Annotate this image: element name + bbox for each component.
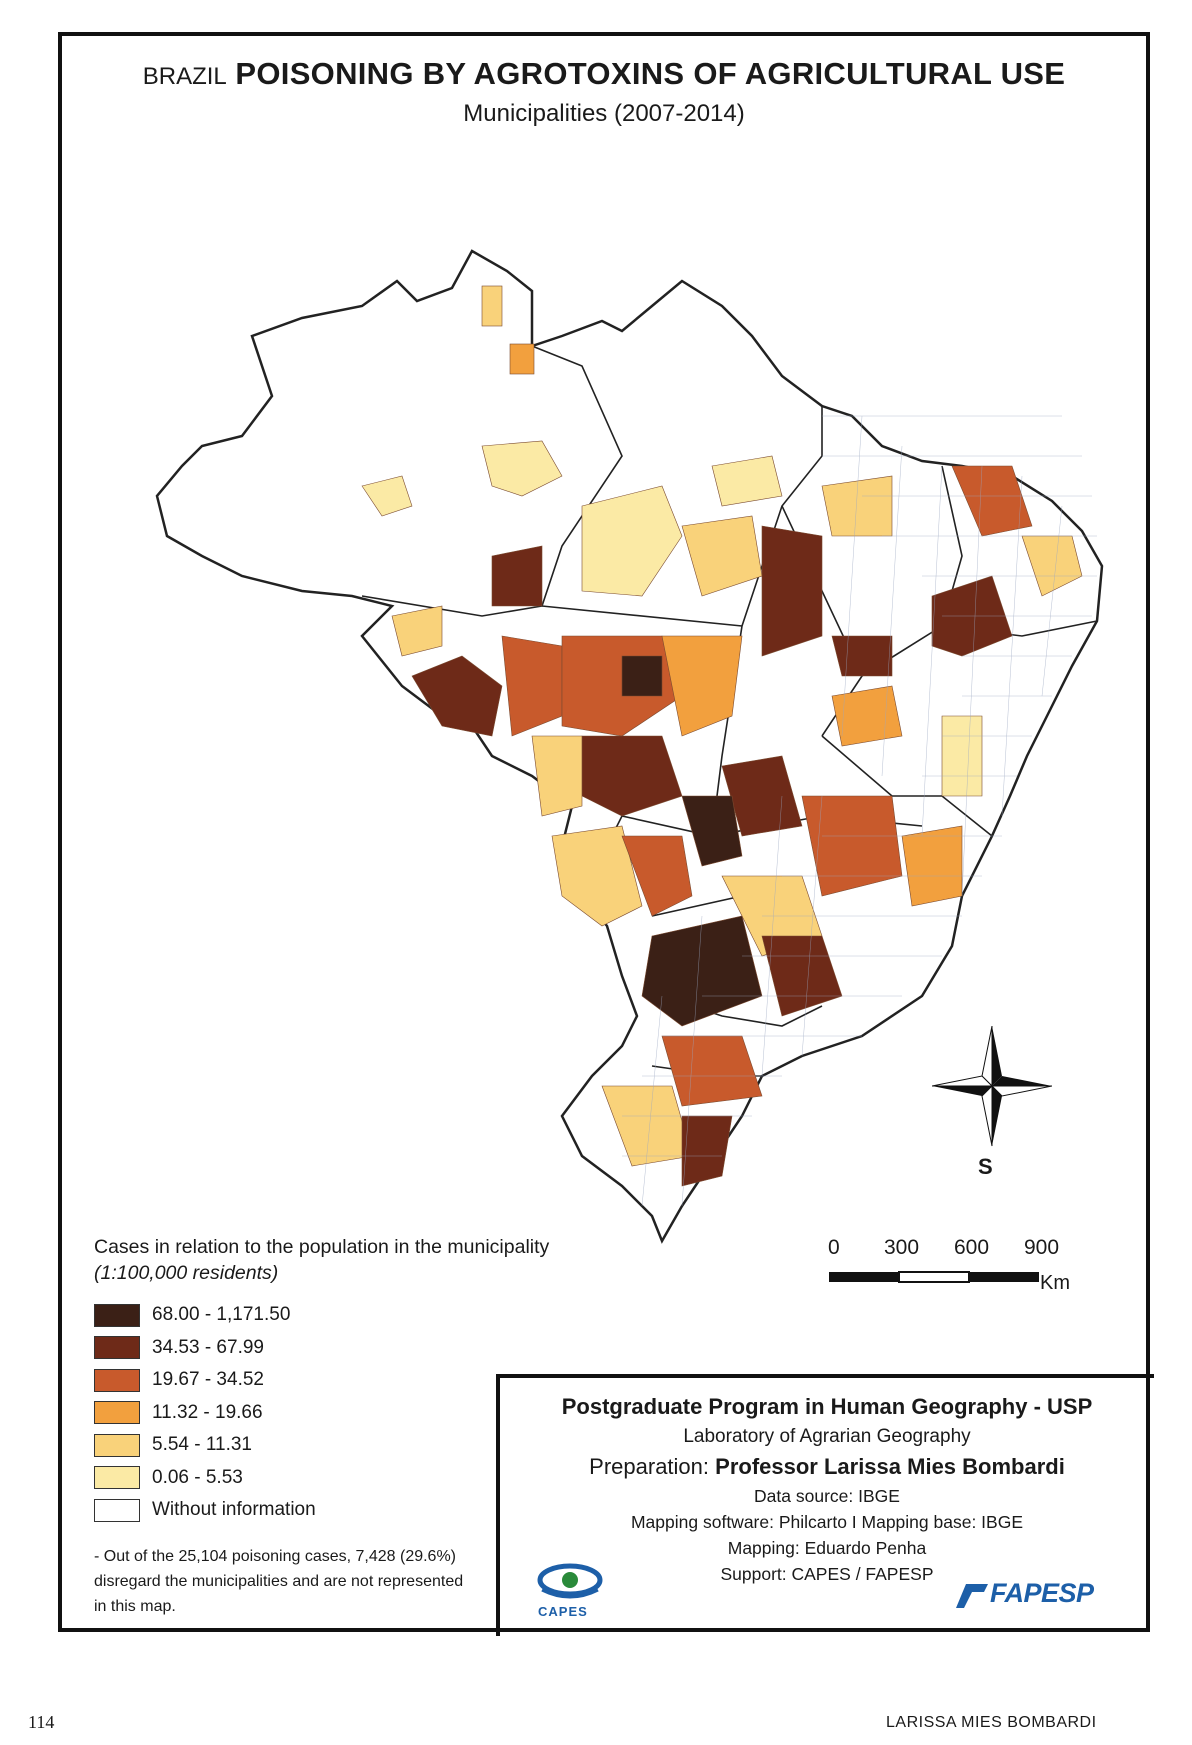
fapesp-logo-icon (956, 1584, 988, 1608)
municipality-patch (509, 343, 535, 375)
legend-row: Without information (94, 1494, 654, 1527)
capes-logo-text: CAPES (538, 1604, 588, 1619)
choropleth-regions (361, 285, 1083, 1187)
municipality-patch (531, 735, 583, 817)
legend: Cases in relation to the population in t… (94, 1236, 654, 1527)
credits-data-source: Data source: IBGE (754, 1486, 900, 1506)
compass-label: S (978, 1154, 993, 1179)
scale-bar-graphic (829, 1271, 1039, 1283)
legend-row: 0.06 - 5.53 (94, 1462, 654, 1495)
map-subtitle: Municipalities (2007-2014) (463, 100, 745, 127)
credits-support: Support: CAPES / FAPESP (720, 1564, 934, 1584)
municipality-patch (411, 655, 503, 737)
legend-swatch (94, 1498, 140, 1522)
municipality-patch (711, 455, 783, 507)
legend-label: 0.06 - 5.53 (152, 1466, 243, 1488)
municipality-patch (661, 635, 743, 737)
legend-swatch (94, 1466, 140, 1490)
legend-label: 5.54 - 11.31 (152, 1434, 253, 1456)
legend-label: 34.53 - 67.99 (152, 1336, 264, 1358)
footnote: - Out of the 25,104 poisoning cases, 7,4… (94, 1548, 464, 1615)
municipality-patch (481, 440, 563, 497)
legend-label: Without information (152, 1499, 316, 1521)
scale-tick: 300 (884, 1236, 920, 1259)
municipality-patch (551, 825, 643, 927)
scale-tick: 900 (1024, 1236, 1060, 1259)
map-title: BRAZIL POISONING BY AGROTOXINS OF AGRICU… (62, 56, 1146, 92)
municipality-patch (821, 475, 893, 537)
map-frame: BRAZIL POISONING BY AGROTOXINS OF AGRICU… (58, 32, 1154, 1636)
legend-swatch (94, 1368, 140, 1392)
scale-bar: 0 300 600 900 Km (828, 1236, 1088, 1326)
legend-row: 34.53 - 67.99 (94, 1332, 654, 1365)
legend-label: 19.67 - 34.52 (152, 1369, 264, 1391)
municipality-patch (621, 655, 663, 697)
municipality-patch (721, 755, 803, 837)
title-main: POISONING BY AGROTOXINS OF AGRICULTURAL … (235, 56, 1066, 91)
municipality-patch (641, 915, 763, 1027)
municipality-patch (831, 685, 903, 747)
credits-preparation: Preparation: Professor Larissa Mies Bomb… (500, 1454, 1154, 1480)
legend-label: 11.32 - 19.66 (152, 1401, 263, 1423)
capes-logo-icon (537, 1563, 603, 1599)
running-head: LARISSA MIES BOMBARDI (886, 1714, 1097, 1731)
page-number: 114 (28, 1712, 55, 1732)
municipality-patch (681, 795, 743, 867)
legend-swatch (94, 1336, 140, 1360)
municipality-patch (681, 1115, 733, 1187)
legend-row: 68.00 - 1,171.50 (94, 1299, 654, 1332)
legend-swatch (94, 1303, 140, 1327)
fapesp-logo-text: FAPESP (990, 1578, 1094, 1608)
scale-tick: 600 (954, 1236, 990, 1259)
municipality-patch (361, 475, 413, 517)
preparation-label: Preparation: (589, 1454, 710, 1479)
municipality-patch (941, 715, 983, 797)
legend-row: 19.67 - 34.52 (94, 1364, 654, 1397)
legend-label: 68.00 - 1,171.50 (152, 1304, 291, 1326)
north-arrow-icon (932, 1026, 1052, 1147)
municipality-patch (901, 825, 963, 907)
legend-row: 5.54 - 11.31 (94, 1429, 654, 1462)
credits-box: Postgraduate Program in Human Geography … (496, 1374, 1154, 1636)
credits-program: Postgraduate Program in Human Geography … (561, 1394, 1093, 1419)
preparation-name: Professor Larissa Mies Bombardi (715, 1454, 1065, 1479)
municipality-patch (391, 605, 443, 657)
credits-mapping: Mapping: Eduardo Penha (727, 1538, 927, 1558)
municipality-patch (491, 545, 543, 607)
municipality-patch (581, 485, 683, 597)
credits-software: Mapping software: Philcarto I Mapping ba… (630, 1512, 1023, 1532)
title-prefix: BRAZIL (142, 63, 227, 90)
legend-swatch (94, 1433, 140, 1457)
municipal-grid (622, 415, 1097, 1207)
legend-unit: (1:100,000 residents) (94, 1262, 279, 1284)
brazil-map (155, 249, 1104, 1244)
credits-laboratory: Laboratory of Agrarian Geography (683, 1426, 971, 1447)
legend-row: 11.32 - 19.66 (94, 1397, 654, 1430)
municipality-patch (831, 635, 893, 677)
municipality-patch (481, 285, 503, 327)
legend-title: Cases in relation to the population in t… (94, 1236, 550, 1258)
legend-swatch (94, 1401, 140, 1425)
municipality-patch (621, 835, 693, 917)
legend-rows: 68.00 - 1,171.50 34.53 - 67.99 19.67 - 34.… (94, 1299, 654, 1527)
municipality-patch (951, 465, 1033, 537)
scale-unit: Km (1040, 1272, 1070, 1294)
scale-tick: 0 (828, 1236, 840, 1259)
municipality-patch (761, 525, 823, 657)
